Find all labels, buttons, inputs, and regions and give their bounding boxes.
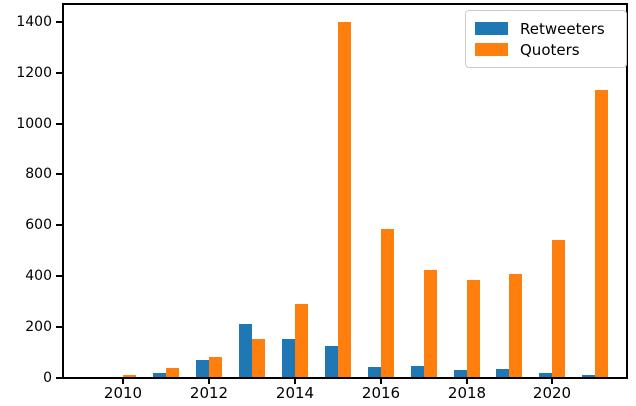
bar-quoters-2017 xyxy=(424,270,437,377)
bar-quoters-2019 xyxy=(509,274,522,377)
y-tick-400 xyxy=(56,275,62,277)
bar-quoters-2020 xyxy=(552,240,565,377)
bar-retweeters-2016 xyxy=(368,367,381,377)
bar-retweeters-2015 xyxy=(325,346,338,377)
y-tick-label-1400: 1400 xyxy=(16,14,52,30)
retweeters-swatch-icon xyxy=(475,22,508,35)
legend: Retweeters Quoters xyxy=(465,10,627,68)
bar-quoters-2018 xyxy=(467,280,480,377)
bar-retweeters-2019 xyxy=(496,369,509,377)
x-tick-label-2020: 2020 xyxy=(532,384,572,402)
bar-quoters-2021 xyxy=(595,90,608,377)
y-tick-label-600: 600 xyxy=(25,217,52,233)
x-tick-label-2012: 2012 xyxy=(189,384,229,402)
y-tick-label-200: 200 xyxy=(25,319,52,335)
x-tick-2018 xyxy=(466,379,468,384)
bar-retweeters-2013 xyxy=(239,324,252,377)
x-tick-2010 xyxy=(122,379,124,384)
bar-retweeters-2018 xyxy=(454,370,467,377)
legend-label-retweeters: Retweeters xyxy=(520,19,605,38)
x-tick-label-2018: 2018 xyxy=(447,384,487,402)
x-tick-label-2010: 2010 xyxy=(103,384,143,402)
bar-quoters-2014 xyxy=(295,304,308,377)
y-tick-label-1000: 1000 xyxy=(16,116,52,132)
bar-quoters-2011 xyxy=(166,368,179,377)
y-tick-0 xyxy=(56,377,62,379)
quoters-swatch-icon xyxy=(475,43,508,56)
bar-retweeters-2017 xyxy=(411,366,424,377)
bar-quoters-2015 xyxy=(338,22,351,377)
y-tick-1200 xyxy=(56,72,62,74)
y-tick-1000 xyxy=(56,123,62,125)
y-tick-1400 xyxy=(56,21,62,23)
legend-label-quoters: Quoters xyxy=(520,40,580,59)
x-tick-2020 xyxy=(551,379,553,384)
y-tick-label-1200: 1200 xyxy=(16,65,52,81)
legend-item-quoters: Quoters xyxy=(475,39,616,60)
x-tick-label-2014: 2014 xyxy=(275,384,315,402)
y-tick-200 xyxy=(56,326,62,328)
bar-quoters-2016 xyxy=(381,229,394,377)
x-tick-2016 xyxy=(380,379,382,384)
bar-retweeters-2011 xyxy=(153,373,166,377)
y-tick-800 xyxy=(56,173,62,175)
y-tick-label-800: 800 xyxy=(25,166,52,182)
bar-retweeters-2014 xyxy=(282,339,295,377)
bar-retweeters-2021 xyxy=(582,375,595,377)
bar-retweeters-2020 xyxy=(539,373,552,377)
bar-retweeters-2012 xyxy=(196,360,209,377)
x-tick-2014 xyxy=(294,379,296,384)
bar-quoters-2013 xyxy=(252,339,265,377)
bar-quoters-2012 xyxy=(209,357,222,377)
x-tick-label-2016: 2016 xyxy=(361,384,401,402)
y-tick-600 xyxy=(56,224,62,226)
x-tick-2012 xyxy=(208,379,210,384)
legend-item-retweeters: Retweeters xyxy=(475,18,616,39)
y-tick-label-0: 0 xyxy=(43,370,52,386)
bar-quoters-2010 xyxy=(123,375,136,377)
y-tick-label-400: 400 xyxy=(25,268,52,284)
